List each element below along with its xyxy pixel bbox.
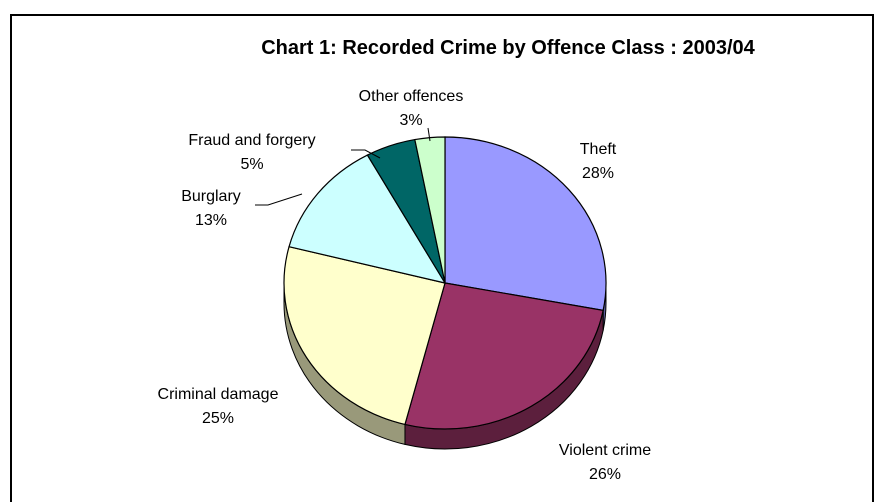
slice-labels: Theft 28% Violent crime 26% Criminal damage 2… [158,88,652,483]
slice-value-violent-crime: 26% [589,466,621,483]
leader-line-other-offences [427,127,431,142]
pie-slice-burglary [288,154,447,284]
slice-value-other-offences: 3% [399,112,422,129]
leader-lines [255,127,431,206]
pie-slices [283,136,607,430]
slice-label-criminal-damage: Criminal damage [158,386,279,403]
pie-slice-criminal-damage [283,245,446,426]
slice-value-fraud-and-forgery: 5% [240,156,263,173]
leader-line-burglary [255,193,303,206]
slice-label-burglary: Burglary [181,188,241,205]
slice-label-violent-crime: Violent crime [559,442,651,459]
slice-value-theft: 28% [582,165,614,182]
pie-slice-violent-crime [404,282,604,430]
slice-label-theft: Theft [580,141,617,158]
pie-slice-theft [444,136,607,312]
slice-label-fraud-and-forgery: Fraud and forgery [188,132,315,149]
slice-value-criminal-damage: 25% [202,410,234,427]
chart-title: Chart 1: Recorded Crime by Offence Class… [261,37,755,59]
slice-label-other-offences: Other offences [359,88,464,105]
slice-value-burglary: 13% [195,212,227,229]
leader-line-fraud-and-forgery [351,149,381,159]
